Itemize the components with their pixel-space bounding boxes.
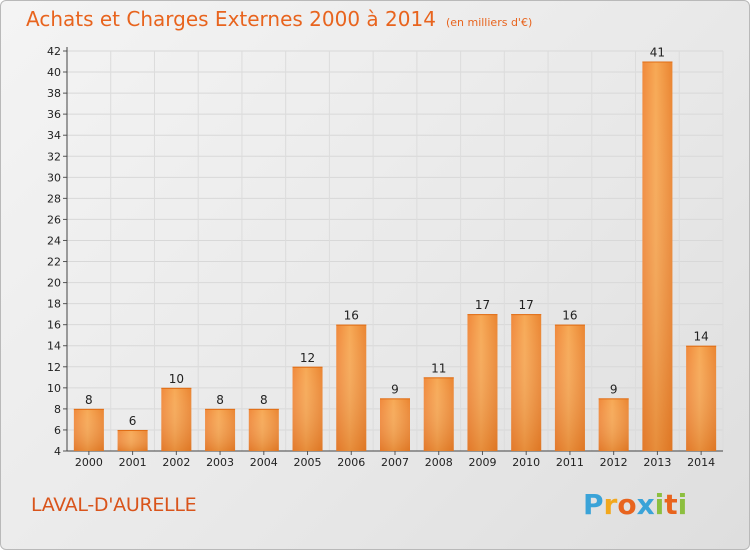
- value-label: 10: [169, 372, 184, 386]
- y-tick-label: 38: [47, 87, 61, 100]
- bar-shade: [686, 345, 717, 451]
- value-label: 14: [693, 330, 708, 344]
- value-label: 8: [260, 393, 268, 407]
- x-tick-label: 2007: [381, 456, 409, 469]
- y-tick-label: 26: [47, 213, 61, 226]
- title-text: Achats et Charges Externes 2000 à 2014: [26, 7, 436, 31]
- logo-letter: t: [664, 488, 678, 521]
- bar-shade: [467, 314, 498, 451]
- value-label: 16: [344, 309, 359, 323]
- y-tick-label: 30: [47, 171, 61, 184]
- bar-shade: [336, 324, 367, 451]
- y-tick-label: 18: [47, 298, 61, 311]
- value-label: 8: [216, 393, 224, 407]
- value-label: 41: [650, 46, 665, 60]
- logo-letter: x: [636, 488, 655, 521]
- y-tick-label: 14: [47, 340, 61, 353]
- bar-shade: [423, 377, 454, 451]
- logo-letter: r: [603, 488, 618, 521]
- bar-shade: [292, 366, 323, 451]
- bar-shade: [511, 314, 542, 451]
- y-tick-label: 24: [47, 234, 61, 247]
- bar-shade: [598, 398, 629, 451]
- y-tick-label: 20: [47, 277, 61, 290]
- chart-title: Achats et Charges Externes 2000 à 2014 (e…: [26, 7, 532, 31]
- y-tick-label: 12: [47, 361, 61, 374]
- x-tick-label: 2005: [294, 456, 322, 469]
- bar-shade: [248, 408, 279, 451]
- y-tick-label: 16: [47, 319, 61, 332]
- x-tick-label: 2012: [600, 456, 628, 469]
- x-tick-label: 2014: [687, 456, 715, 469]
- y-tick-label: 6: [54, 424, 61, 437]
- town-name: LAVAL-D'AURELLE: [31, 494, 197, 516]
- x-tick-label: 2006: [337, 456, 365, 469]
- bar-shade: [161, 387, 192, 451]
- bar-shade: [380, 398, 410, 451]
- unit-text: (en milliers d'€): [445, 16, 533, 29]
- value-label: 12: [300, 351, 315, 365]
- value-label: 11: [431, 361, 446, 375]
- x-tick-label: 2001: [119, 456, 147, 469]
- y-tick-label: 34: [47, 129, 61, 142]
- logo-letter: o: [617, 488, 637, 521]
- x-tick-label: 2002: [162, 456, 190, 469]
- x-tick-label: 2004: [250, 456, 278, 469]
- x-tick-label: 2009: [468, 456, 496, 469]
- value-label: 8: [85, 393, 93, 407]
- bar-shade: [117, 429, 148, 451]
- y-tick-label: 42: [47, 45, 61, 58]
- x-tick-label: 2000: [75, 456, 103, 469]
- bar-shade: [642, 61, 673, 452]
- x-tick-label: 2010: [512, 456, 540, 469]
- x-tick-label: 2003: [206, 456, 234, 469]
- bar-shade: [73, 408, 104, 451]
- y-tick-label: 36: [47, 108, 61, 121]
- logo-letter: i: [677, 488, 688, 521]
- logo-letter: i: [654, 488, 665, 521]
- y-tick-label: 8: [54, 403, 61, 416]
- bar-shade: [205, 408, 236, 451]
- proxiti-logo: Proxiti: [583, 488, 687, 521]
- value-label: 6: [129, 414, 137, 428]
- value-label: 9: [610, 382, 618, 396]
- x-tick-label: 2013: [643, 456, 671, 469]
- y-tick-label: 40: [47, 66, 61, 79]
- y-tick-label: 32: [47, 150, 61, 163]
- logo-letter: P: [583, 488, 604, 521]
- y-tick-label: 22: [47, 256, 61, 269]
- x-tick-label: 2011: [556, 456, 584, 469]
- value-label: 17: [475, 298, 490, 312]
- value-label: 16: [562, 309, 577, 323]
- x-tick-label: 2008: [425, 456, 453, 469]
- y-tick-label: 10: [47, 382, 61, 395]
- value-label: 9: [391, 382, 399, 396]
- value-label: 17: [519, 298, 534, 312]
- bar-shade: [554, 324, 585, 451]
- y-tick-label: 4: [54, 445, 61, 458]
- y-tick-label: 28: [47, 192, 61, 205]
